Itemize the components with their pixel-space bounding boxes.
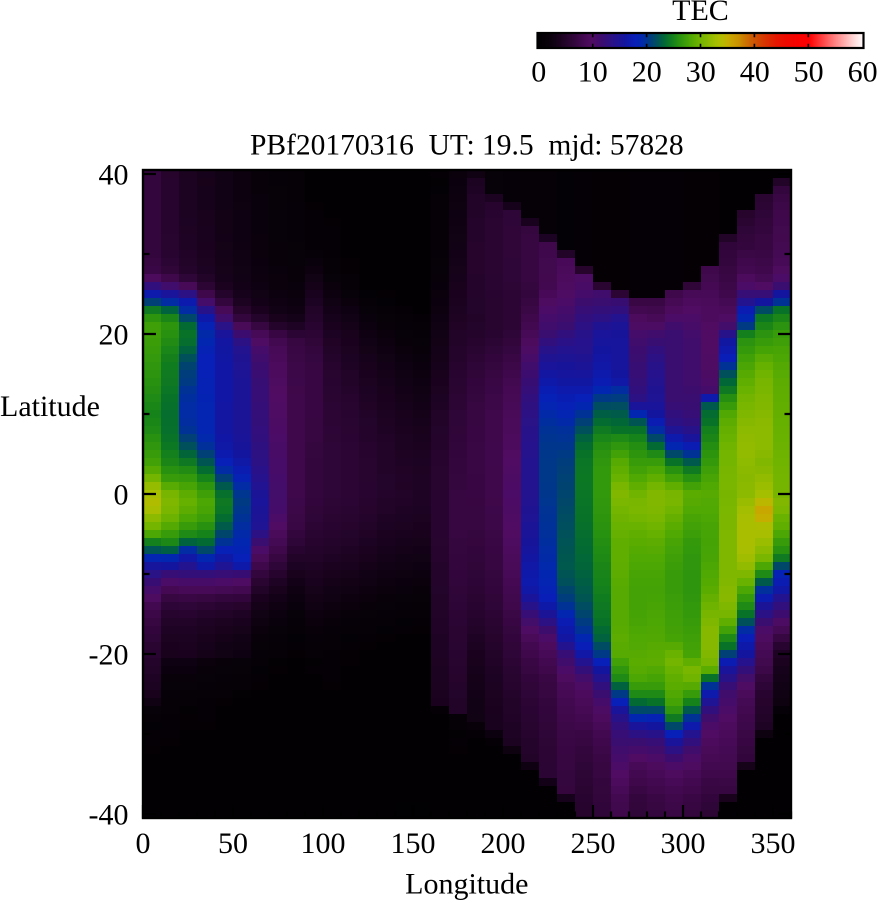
svg-text:50: 50 [218,827,248,860]
svg-text:150: 150 [391,827,436,860]
svg-text:0: 0 [136,827,151,860]
svg-text:10: 10 [578,56,608,89]
svg-text:350: 350 [751,827,796,860]
svg-text:100: 100 [301,827,346,860]
svg-text:TEC: TEC [672,0,729,27]
svg-text:40: 40 [740,56,770,89]
svg-text:300: 300 [661,827,706,860]
svg-text:0: 0 [531,56,546,89]
svg-text:Longitude: Longitude [405,867,528,900]
svg-text:200: 200 [481,827,526,860]
svg-text:60: 60 [848,56,877,89]
svg-text:PBf20170316 UT: 19.5 mjd: 57: PBf20170316 UT: 19.5 mjd: 57828 [250,130,684,162]
svg-text:40: 40 [99,158,129,191]
svg-text:20: 20 [99,318,129,351]
svg-text:20: 20 [632,56,662,89]
svg-text:-20: -20 [89,638,129,671]
svg-text:Latitude: Latitude [0,390,100,423]
svg-text:0: 0 [114,478,129,511]
svg-text:-40: -40 [89,798,129,831]
svg-text:50: 50 [794,56,824,89]
svg-text:250: 250 [571,827,616,860]
svg-text:30: 30 [686,56,716,89]
